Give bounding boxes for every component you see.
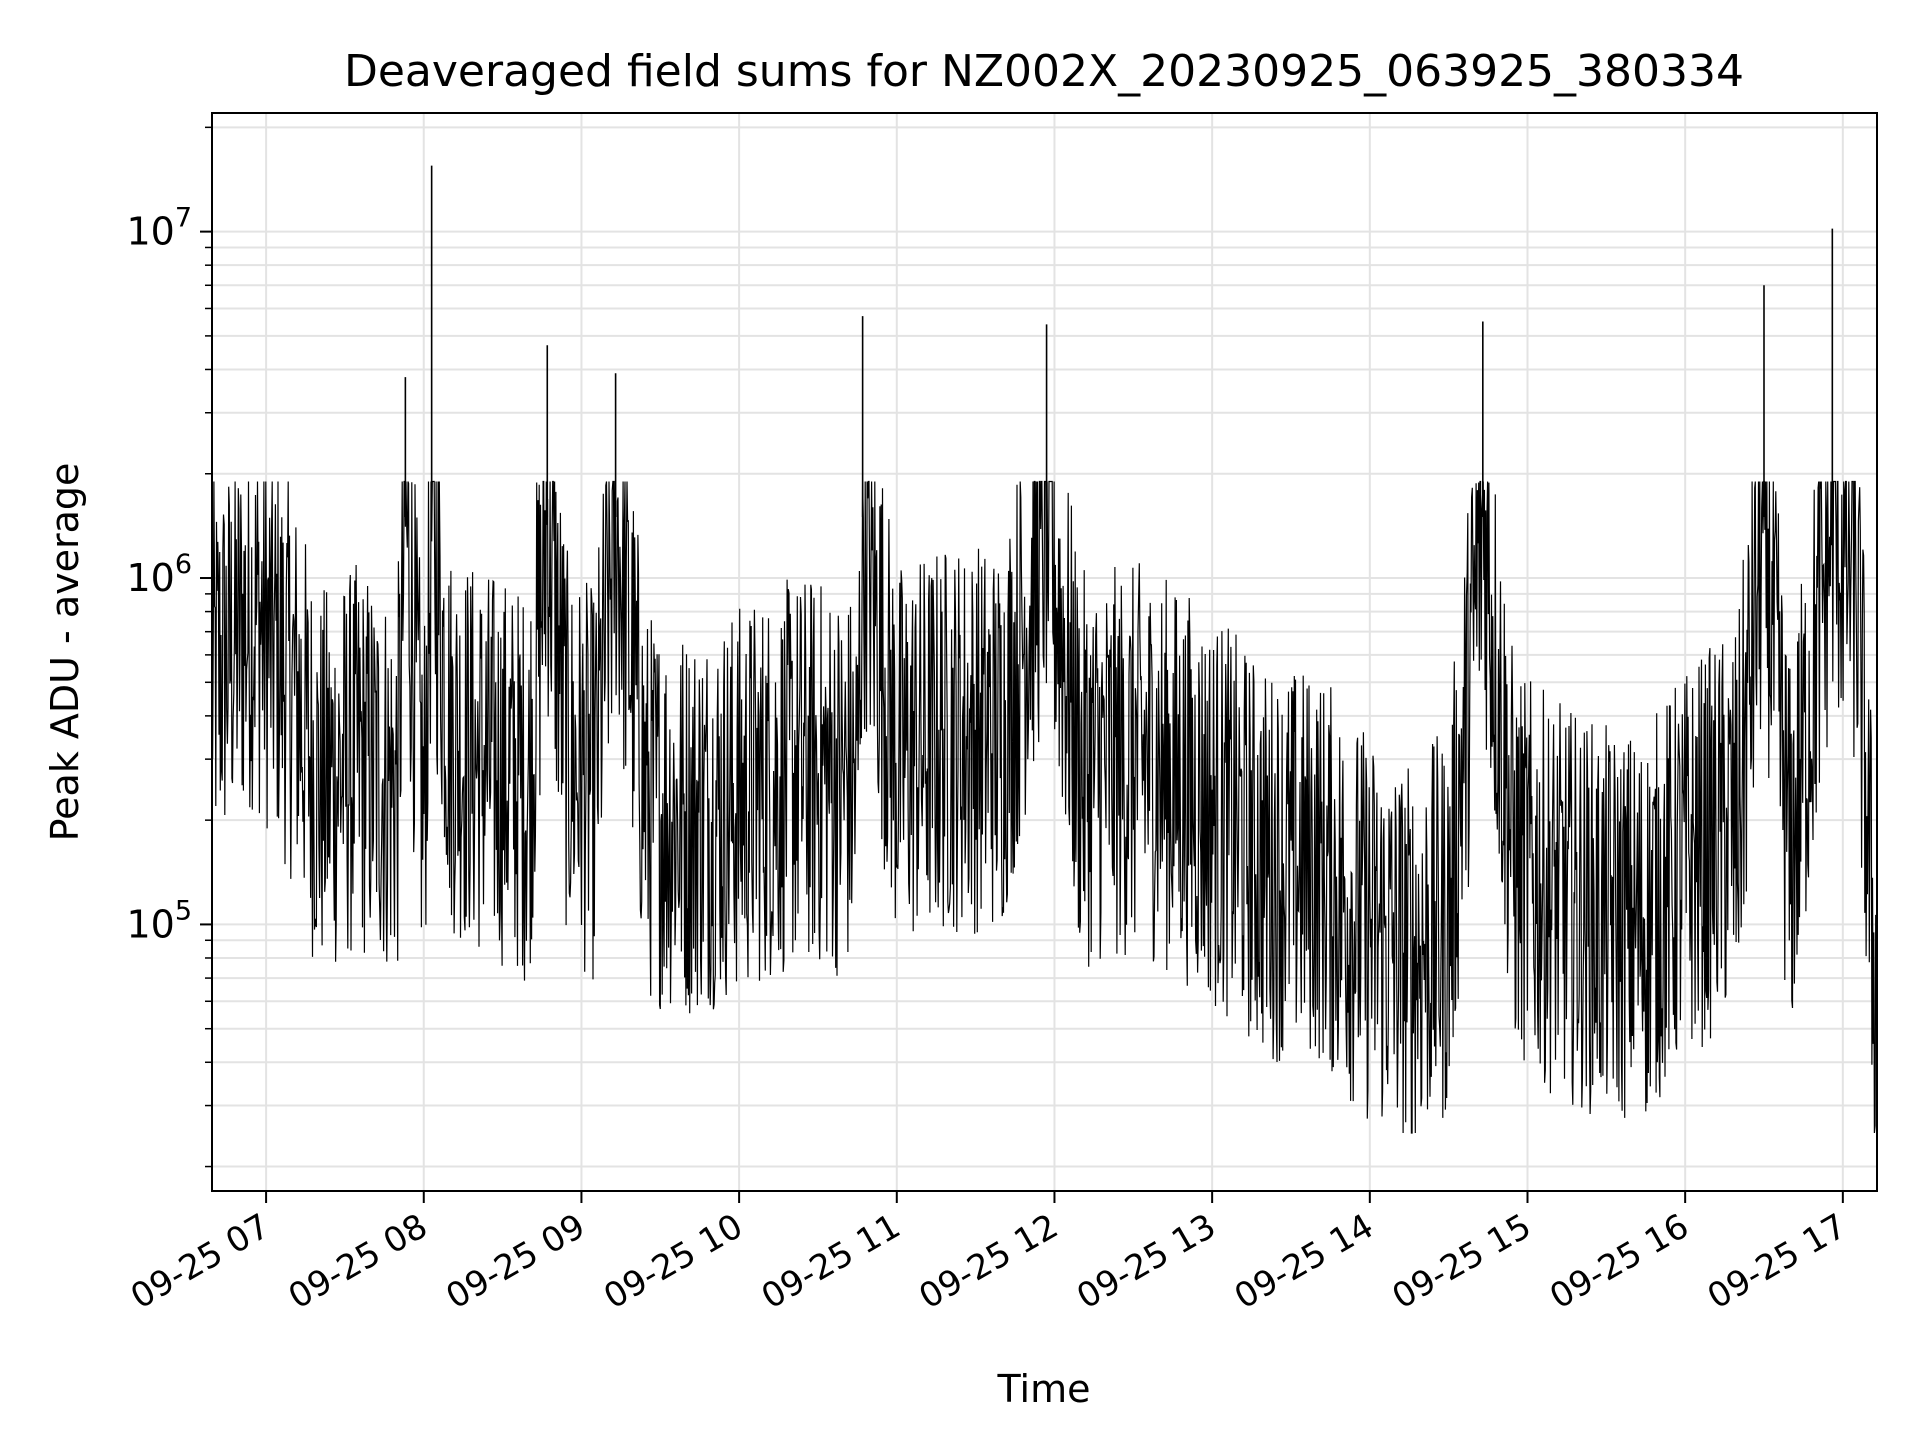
- y-tick-label: 105: [126, 895, 192, 946]
- y-tick-label: 106: [126, 549, 192, 600]
- chart-title: Deaveraged field sums for NZ002X_2023092…: [344, 46, 1744, 97]
- plot-area: [212, 165, 1877, 1134]
- y-tick-base: 10: [126, 210, 174, 254]
- y-tick-exponent: 7: [175, 203, 192, 234]
- y-axis-label: Peak ADU - average: [43, 463, 87, 842]
- axes-frame: [211, 112, 1878, 1192]
- y-tick-exponent: 5: [175, 895, 192, 926]
- y-tick-base: 10: [126, 902, 174, 946]
- grid-lines: [212, 113, 1877, 1191]
- series-line: [212, 480, 1877, 1134]
- data-series: [212, 165, 1877, 1134]
- x-axis-label: Time: [997, 1367, 1091, 1411]
- y-tick-label: 107: [126, 203, 192, 254]
- y-tick-base: 10: [126, 556, 174, 600]
- y-tick-exponent: 6: [175, 549, 192, 580]
